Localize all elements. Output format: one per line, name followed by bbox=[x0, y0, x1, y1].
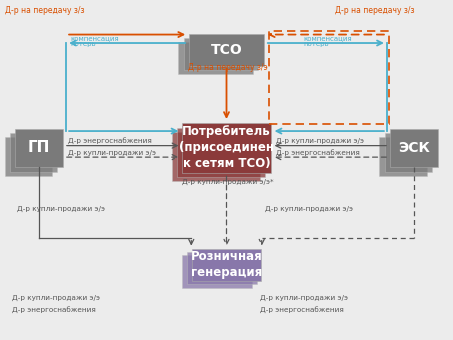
Text: Потребитель
(присоединен
к сетям ТСО): Потребитель (присоединен к сетям ТСО) bbox=[179, 125, 274, 170]
Text: Д-р купли-продажи э/э: Д-р купли-продажи э/э bbox=[67, 150, 155, 156]
FancyBboxPatch shape bbox=[10, 133, 58, 171]
Text: Розничная
генерация: Розничная генерация bbox=[191, 250, 262, 279]
Text: компенсация: компенсация bbox=[303, 35, 352, 41]
Text: ЭСК: ЭСК bbox=[398, 141, 430, 155]
FancyBboxPatch shape bbox=[187, 252, 257, 284]
FancyBboxPatch shape bbox=[390, 129, 438, 168]
FancyBboxPatch shape bbox=[183, 123, 270, 172]
FancyBboxPatch shape bbox=[178, 42, 253, 74]
Text: Д-р на передачу з/з: Д-р на передачу з/з bbox=[5, 5, 85, 15]
FancyBboxPatch shape bbox=[177, 128, 265, 176]
Text: Д-р купли-продажи э/э: Д-р купли-продажи э/э bbox=[12, 295, 100, 302]
Text: Д-р энергоснабжения: Д-р энергоснабжения bbox=[12, 306, 96, 313]
FancyBboxPatch shape bbox=[189, 34, 264, 66]
Text: потерь: потерь bbox=[303, 41, 329, 47]
Text: ТСО: ТСО bbox=[211, 43, 242, 57]
Text: Д-р купли-продажи э/э: Д-р купли-продажи э/э bbox=[265, 206, 353, 212]
Text: Д-р купли-продажи э/э: Д-р купли-продажи э/э bbox=[276, 138, 364, 144]
FancyBboxPatch shape bbox=[15, 129, 63, 168]
Text: Д-р на передачу з/з: Д-р на передачу з/з bbox=[335, 5, 414, 15]
FancyBboxPatch shape bbox=[379, 137, 427, 175]
Text: потерь: потерь bbox=[71, 41, 96, 47]
Text: компенсация: компенсация bbox=[71, 35, 119, 41]
FancyBboxPatch shape bbox=[184, 38, 258, 70]
Text: Д-р купли-продажи э/э: Д-р купли-продажи э/э bbox=[260, 295, 348, 302]
FancyBboxPatch shape bbox=[5, 137, 52, 175]
Text: Д-р купли-продажи э/э*: Д-р купли-продажи э/э* bbox=[182, 179, 273, 185]
Text: Д-р энергоснабжения: Д-р энергоснабжения bbox=[276, 149, 360, 156]
FancyBboxPatch shape bbox=[385, 133, 432, 171]
Text: ГП: ГП bbox=[28, 140, 50, 155]
FancyBboxPatch shape bbox=[172, 132, 260, 181]
FancyBboxPatch shape bbox=[192, 249, 261, 281]
Text: Д-р энергоснабжения: Д-р энергоснабжения bbox=[67, 137, 151, 144]
FancyBboxPatch shape bbox=[183, 255, 252, 288]
Text: Д-р энергоснабжения: Д-р энергоснабжения bbox=[260, 306, 344, 313]
Text: Д-р на передачу з/э: Д-р на передачу з/э bbox=[188, 63, 267, 72]
Text: Д-р купли-продажи э/э: Д-р купли-продажи э/э bbox=[16, 206, 105, 212]
